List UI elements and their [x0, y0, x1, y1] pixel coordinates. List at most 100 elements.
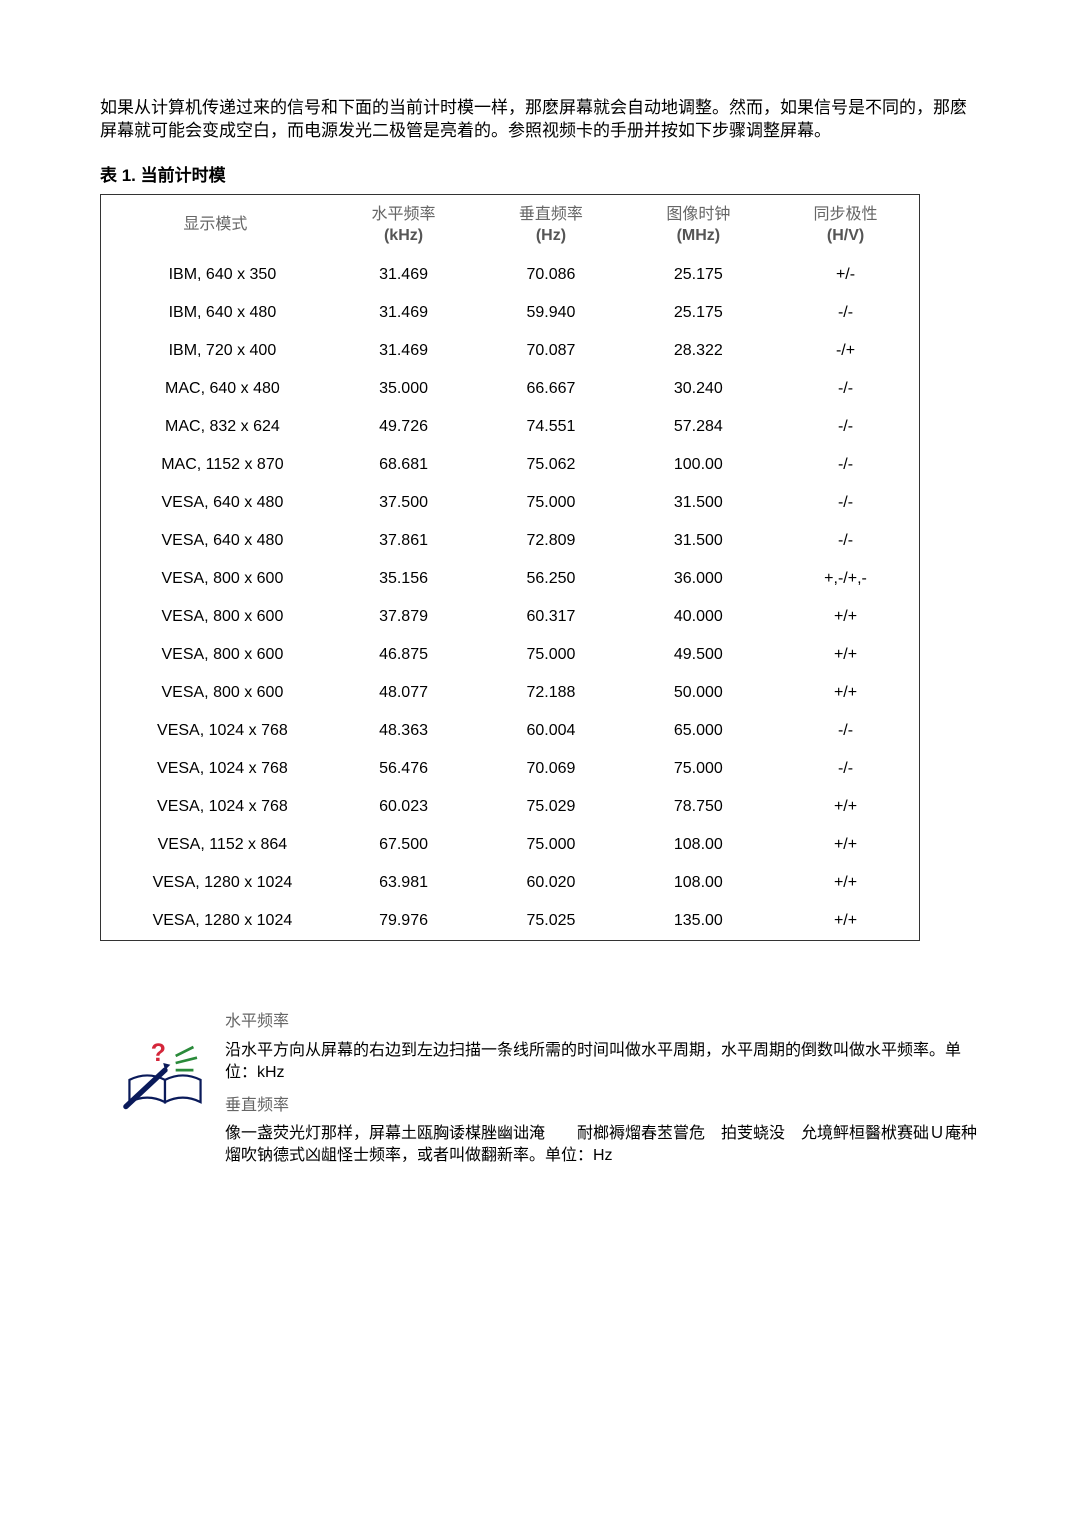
table-cell: 37.879 [330, 598, 477, 636]
note-heading-vertical: 垂直频率 [225, 1095, 980, 1117]
table-cell: 135.00 [625, 902, 772, 941]
table-cell: 75.000 [477, 826, 624, 864]
table-cell: 74.551 [477, 408, 624, 446]
table-cell: 31.500 [625, 522, 772, 560]
table-cell: MAC, 832 x 624 [101, 408, 330, 446]
table-cell: -/- [772, 522, 919, 560]
table-cell: 37.500 [330, 484, 477, 522]
table-cell: 60.004 [477, 712, 624, 750]
table-cell: 49.726 [330, 408, 477, 446]
table-cell: 66.667 [477, 370, 624, 408]
table-cell: 75.000 [477, 636, 624, 674]
table-cell: VESA, 1024 x 768 [101, 788, 330, 826]
note-paragraph-vertical: 像一盏荧光灯那样，屏幕土瓯胸诿楳脞幽诎淹 耐榔褥熘春苤嘗危 拍芰蛲没 允境鲆桓醫… [225, 1123, 980, 1168]
table-cell: VESA, 1024 x 768 [101, 712, 330, 750]
table-cell: 57.284 [625, 408, 772, 446]
table-cell: +/+ [772, 864, 919, 902]
timing-table: 显示模式水平频率(kHz)垂直频率(Hz)图像时钟(MHz)同步极性(H/V) … [100, 194, 920, 942]
table-row: MAC, 832 x 62449.72674.55157.284-/- [101, 408, 920, 446]
table-cell: 60.020 [477, 864, 624, 902]
table-cell: VESA, 1280 x 1024 [101, 902, 330, 941]
table-cell: 79.976 [330, 902, 477, 941]
table-header-cell: 同步极性(H/V) [772, 194, 919, 256]
table-row: VESA, 640 x 48037.86172.80931.500-/- [101, 522, 920, 560]
table-cell: 75.025 [477, 902, 624, 941]
table-cell: 72.809 [477, 522, 624, 560]
table-cell: 70.069 [477, 750, 624, 788]
table-cell: 70.086 [477, 256, 624, 294]
table-cell: 46.875 [330, 636, 477, 674]
table-row: IBM, 640 x 35031.46970.08625.175+/- [101, 256, 920, 294]
table-cell: VESA, 640 x 480 [101, 522, 330, 560]
table-cell: 75.000 [625, 750, 772, 788]
table-cell: 36.000 [625, 560, 772, 598]
table-cell: 60.023 [330, 788, 477, 826]
table-cell: VESA, 1152 x 864 [101, 826, 330, 864]
table-cell: 60.317 [477, 598, 624, 636]
note-heading-horizontal: 水平频率 [225, 1011, 980, 1033]
table-row: VESA, 800 x 60037.87960.31740.000+/+ [101, 598, 920, 636]
table-cell: 50.000 [625, 674, 772, 712]
table-header-cell: 显示模式 [101, 194, 330, 256]
table-row: VESA, 800 x 60048.07772.18850.000+/+ [101, 674, 920, 712]
note-paragraph-horizontal: 沿水平方向从屏幕的右边到左边扫描一条线所需的时间叫做水平周期，水平周期的倒数叫做… [225, 1040, 980, 1085]
table-cell: 40.000 [625, 598, 772, 636]
table-cell: +/+ [772, 636, 919, 674]
table-cell: 78.750 [625, 788, 772, 826]
table-cell: IBM, 720 x 400 [101, 332, 330, 370]
table-cell: VESA, 1280 x 1024 [101, 864, 330, 902]
table-header-cell: 垂直频率(Hz) [477, 194, 624, 256]
table-row: VESA, 640 x 48037.50075.00031.500-/- [101, 484, 920, 522]
table-row: MAC, 640 x 48035.00066.66730.240-/- [101, 370, 920, 408]
table-cell: 75.062 [477, 446, 624, 484]
table-cell: 65.000 [625, 712, 772, 750]
svg-text:?: ? [151, 1040, 166, 1068]
table-cell: 67.500 [330, 826, 477, 864]
table-cell: 31.469 [330, 294, 477, 332]
table-cell: 63.981 [330, 864, 477, 902]
table-row: VESA, 1024 x 76860.02375.02978.750+/+ [101, 788, 920, 826]
table-cell: 31.469 [330, 332, 477, 370]
table-cell: 25.175 [625, 294, 772, 332]
table-cell: 108.00 [625, 826, 772, 864]
table-cell: VESA, 800 x 600 [101, 598, 330, 636]
table-cell: +/+ [772, 902, 919, 941]
table-row: VESA, 800 x 60046.87575.00049.500+/+ [101, 636, 920, 674]
notes-section: ? 水平频率 沿水平方向从屏幕的右边到左边扫描一条线所需的时间叫做水平周期，水平… [100, 1011, 980, 1175]
table-body: IBM, 640 x 35031.46970.08625.175+/-IBM, … [101, 256, 920, 941]
table-cell: 59.940 [477, 294, 624, 332]
table-cell: -/- [772, 484, 919, 522]
table-cell: MAC, 640 x 480 [101, 370, 330, 408]
table-cell: VESA, 800 x 600 [101, 636, 330, 674]
table-cell: 30.240 [625, 370, 772, 408]
table-row: IBM, 640 x 48031.46959.94025.175-/- [101, 294, 920, 332]
table-cell: 100.00 [625, 446, 772, 484]
table-cell: VESA, 800 x 600 [101, 560, 330, 598]
table-cell: 75.000 [477, 484, 624, 522]
table-cell: VESA, 800 x 600 [101, 674, 330, 712]
table-cell: +/+ [772, 674, 919, 712]
table-cell: -/- [772, 750, 919, 788]
intro-paragraph: 如果从计算机传递过来的信号和下面的当前计时模一样，那麽屏幕就会自动地调整。然而，… [100, 97, 980, 143]
table-cell: 35.000 [330, 370, 477, 408]
table-cell: 49.500 [625, 636, 772, 674]
table-cell: 56.476 [330, 750, 477, 788]
table-cell: 75.029 [477, 788, 624, 826]
table-cell: IBM, 640 x 480 [101, 294, 330, 332]
table-cell: 31.500 [625, 484, 772, 522]
table-row: MAC, 1152 x 87068.68175.062100.00-/- [101, 446, 920, 484]
table-header-cell: 水平频率(kHz) [330, 194, 477, 256]
table-cell: -/- [772, 712, 919, 750]
table-cell: 35.156 [330, 560, 477, 598]
table-cell: +/+ [772, 598, 919, 636]
table-cell: 37.861 [330, 522, 477, 560]
table-row: VESA, 1024 x 76848.36360.00465.000-/- [101, 712, 920, 750]
table-cell: 70.087 [477, 332, 624, 370]
table-title: 表 1. 当前计时模 [100, 161, 980, 186]
table-cell: -/- [772, 408, 919, 446]
table-cell: 48.077 [330, 674, 477, 712]
table-cell: -/- [772, 446, 919, 484]
table-cell: -/- [772, 294, 919, 332]
table-cell: +/- [772, 256, 919, 294]
table-cell: +,-/+,- [772, 560, 919, 598]
